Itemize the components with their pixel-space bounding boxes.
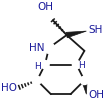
Circle shape <box>33 76 41 85</box>
Text: H: H <box>34 62 41 71</box>
Polygon shape <box>66 31 86 38</box>
Circle shape <box>72 60 81 69</box>
Text: H: H <box>79 61 85 70</box>
Text: OH: OH <box>88 90 104 100</box>
Polygon shape <box>82 80 87 94</box>
Circle shape <box>80 76 89 85</box>
Text: SH: SH <box>88 25 103 35</box>
Text: HO: HO <box>1 83 17 93</box>
Text: HN: HN <box>29 43 45 53</box>
Text: OH: OH <box>37 2 53 12</box>
Circle shape <box>41 60 49 69</box>
Circle shape <box>43 42 54 53</box>
